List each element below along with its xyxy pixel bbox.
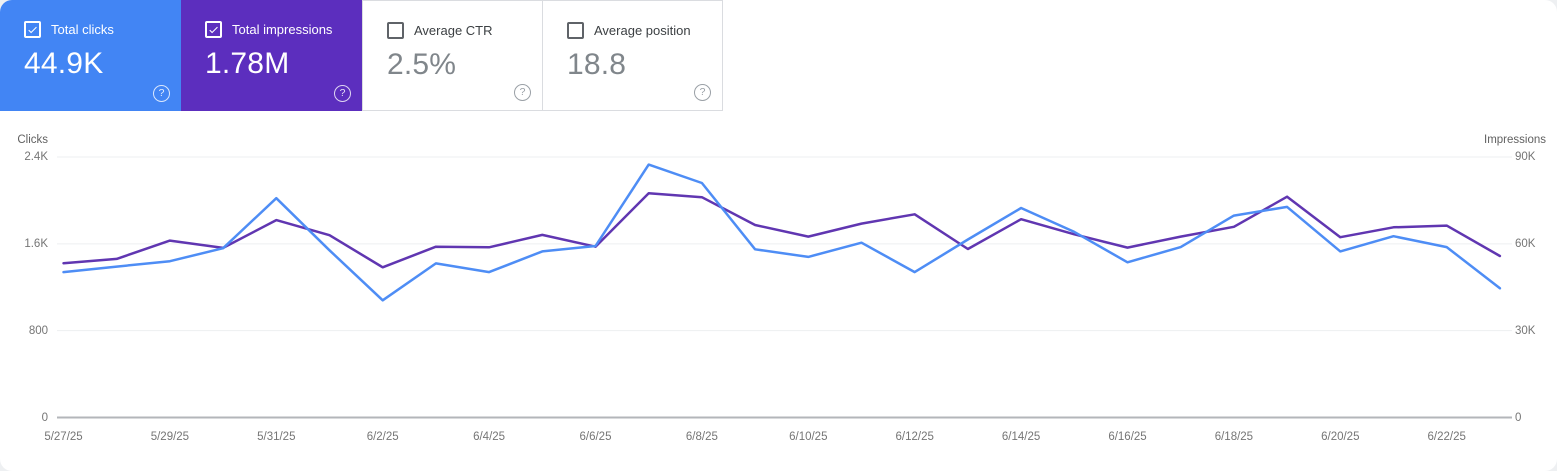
metric-label-row: Total clicks	[24, 21, 181, 38]
checkmark-icon	[28, 26, 37, 34]
left-axis-tick-label: 0	[41, 411, 48, 424]
chart-canvas[interactable]	[0, 125, 1557, 471]
metric-card-total-impressions[interactable]: Total impressions 1.78M ?	[181, 0, 362, 111]
x-axis-tick-label: 6/20/25	[1321, 431, 1360, 443]
checkbox-unchecked-icon[interactable]	[387, 22, 404, 39]
x-axis-tick-label: 5/27/25	[44, 431, 83, 443]
metric-label: Average position	[594, 23, 691, 38]
metric-cards-row: Total clicks 44.9K ? Total impressions 1…	[0, 0, 723, 111]
x-axis-tick-label: 6/6/25	[579, 431, 612, 443]
left-axis-title: Clicks	[17, 134, 48, 146]
x-axis-tick-label: 6/4/25	[473, 431, 506, 443]
metric-card-average-ctr[interactable]: Average CTR 2.5% ?	[362, 0, 543, 111]
x-axis-tick-label: 6/10/25	[789, 431, 828, 443]
left-axis-tick-label: 2.4K	[24, 151, 48, 163]
metric-label: Total clicks	[51, 22, 114, 37]
x-axis-tick-label: 6/22/25	[1427, 431, 1466, 443]
total-clicks-line	[62, 163, 1502, 302]
right-axis-tick-label: 90K	[1515, 151, 1536, 163]
x-axis-tick-label: 6/2/25	[366, 431, 399, 443]
metric-value: 44.9K	[24, 47, 104, 80]
help-icon[interactable]: ?	[514, 84, 531, 101]
metric-value: 1.78M	[205, 47, 290, 80]
metric-label: Total impressions	[232, 22, 333, 37]
checkbox-unchecked-icon[interactable]	[567, 22, 584, 39]
x-axis-tick-label: 5/29/25	[150, 431, 190, 443]
right-axis-title: Impressions	[1484, 134, 1546, 146]
right-axis-tick-label: 30K	[1515, 324, 1536, 337]
metric-card-total-clicks[interactable]: Total clicks 44.9K ?	[0, 0, 181, 111]
metric-value: 18.8	[567, 48, 627, 81]
help-icon[interactable]: ?	[334, 85, 351, 102]
left-axis-tick-label: 800	[28, 324, 48, 337]
x-axis-tick-label: 5/31/25	[257, 431, 296, 443]
metric-value: 2.5%	[387, 48, 457, 81]
x-axis-tick-label: 6/8/25	[685, 431, 718, 443]
metric-label-row: Total impressions	[205, 21, 362, 38]
right-axis-tick-label: 0	[1515, 411, 1522, 424]
performance-chart: Clicks Impressions 2.4K 1.6K 800 0 90K 60K 30K…	[0, 125, 1557, 471]
x-axis-tick-label: 6/16/25	[1108, 431, 1147, 443]
checkbox-checked-icon[interactable]	[205, 21, 222, 38]
metric-label-row: Average position	[567, 22, 722, 39]
metric-card-average-position[interactable]: Average position 18.8 ?	[542, 0, 723, 111]
help-icon[interactable]: ?	[694, 84, 711, 101]
total-impressions-line	[62, 191, 1502, 269]
x-axis-tick-label: 6/14/25	[1001, 431, 1041, 443]
help-icon[interactable]: ?	[153, 85, 170, 102]
right-axis-tick-label: 60K	[1515, 237, 1536, 250]
metric-label-row: Average CTR	[387, 22, 542, 39]
checkmark-icon	[209, 26, 218, 34]
metric-label: Average CTR	[414, 23, 493, 38]
left-axis-tick-label: 1.6K	[24, 237, 48, 250]
x-axis-tick-label: 6/12/25	[895, 431, 934, 443]
x-axis-tick-label: 6/18/25	[1214, 431, 1254, 443]
checkbox-checked-icon[interactable]	[24, 21, 41, 38]
